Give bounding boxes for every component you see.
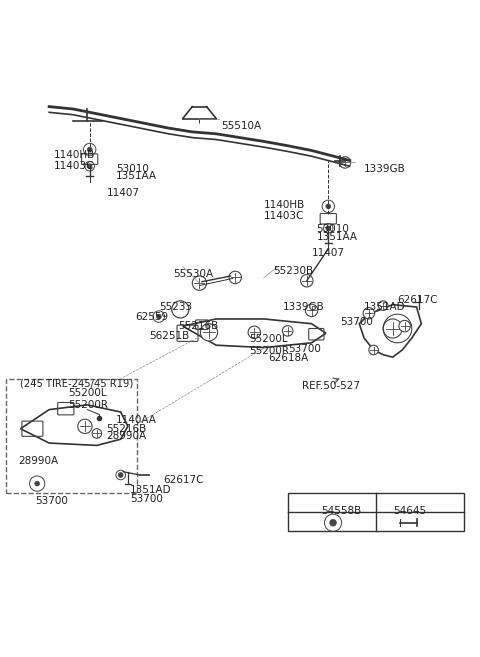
Text: 53010: 53010: [116, 164, 149, 174]
Text: 55510A: 55510A: [221, 121, 261, 131]
Text: 62617C: 62617C: [397, 295, 438, 305]
Circle shape: [330, 520, 336, 526]
Text: 62559: 62559: [135, 312, 168, 322]
Text: 53010: 53010: [316, 225, 349, 235]
Text: 55216B: 55216B: [107, 424, 146, 434]
Text: 28990A: 28990A: [18, 457, 58, 466]
Circle shape: [78, 419, 92, 434]
Text: 55233: 55233: [159, 302, 192, 312]
Text: 11407: 11407: [312, 248, 345, 258]
Circle shape: [192, 276, 206, 290]
Text: (245 TIRE-245/45 R19): (245 TIRE-245/45 R19): [21, 378, 134, 388]
Text: 53700: 53700: [288, 344, 321, 353]
Circle shape: [369, 345, 378, 355]
Text: 55200L
55200R: 55200L 55200R: [250, 334, 289, 356]
Text: 55200L
55200R: 55200L 55200R: [68, 388, 108, 410]
Text: 55216B: 55216B: [178, 321, 218, 331]
Circle shape: [92, 429, 102, 438]
Text: 54558B: 54558B: [321, 506, 361, 516]
Circle shape: [156, 314, 161, 319]
Text: 53700: 53700: [130, 494, 163, 504]
Circle shape: [305, 304, 318, 317]
Text: 1339GB: 1339GB: [364, 164, 406, 174]
Text: 53700: 53700: [340, 317, 373, 327]
Bar: [288, 493, 464, 532]
Circle shape: [200, 324, 217, 341]
Circle shape: [326, 204, 331, 209]
Text: 28990A: 28990A: [107, 431, 146, 441]
Circle shape: [248, 326, 261, 338]
Text: 1140AA: 1140AA: [116, 415, 157, 425]
Text: 56251B: 56251B: [149, 331, 190, 341]
Text: 53700: 53700: [35, 497, 68, 507]
Text: 55230B: 55230B: [274, 267, 313, 277]
Text: 1351AA: 1351AA: [116, 171, 157, 181]
Text: 54645: 54645: [393, 506, 426, 516]
Text: 1351AA: 1351AA: [316, 232, 357, 242]
Text: 1140HB
11403C: 1140HB 11403C: [264, 200, 305, 221]
Circle shape: [118, 472, 123, 478]
Circle shape: [363, 307, 374, 319]
Text: 1351AD: 1351AD: [130, 485, 172, 495]
Circle shape: [35, 481, 39, 486]
Circle shape: [87, 164, 92, 169]
Circle shape: [326, 226, 331, 231]
Text: 55530A: 55530A: [173, 269, 213, 279]
Text: 11407: 11407: [107, 188, 139, 198]
Circle shape: [378, 301, 388, 310]
Text: 1140HB
11403C: 1140HB 11403C: [54, 150, 95, 171]
Circle shape: [383, 319, 402, 338]
Circle shape: [229, 271, 241, 284]
Circle shape: [399, 321, 410, 332]
Text: 1339GB: 1339GB: [283, 302, 324, 312]
Circle shape: [87, 147, 92, 152]
Circle shape: [282, 326, 293, 336]
Text: REF.50-527: REF.50-527: [302, 381, 360, 391]
Circle shape: [339, 157, 351, 168]
Text: 1351AD: 1351AD: [364, 302, 406, 312]
Text: 62618A: 62618A: [269, 353, 309, 363]
Text: 62617C: 62617C: [164, 476, 204, 486]
Circle shape: [300, 275, 313, 287]
